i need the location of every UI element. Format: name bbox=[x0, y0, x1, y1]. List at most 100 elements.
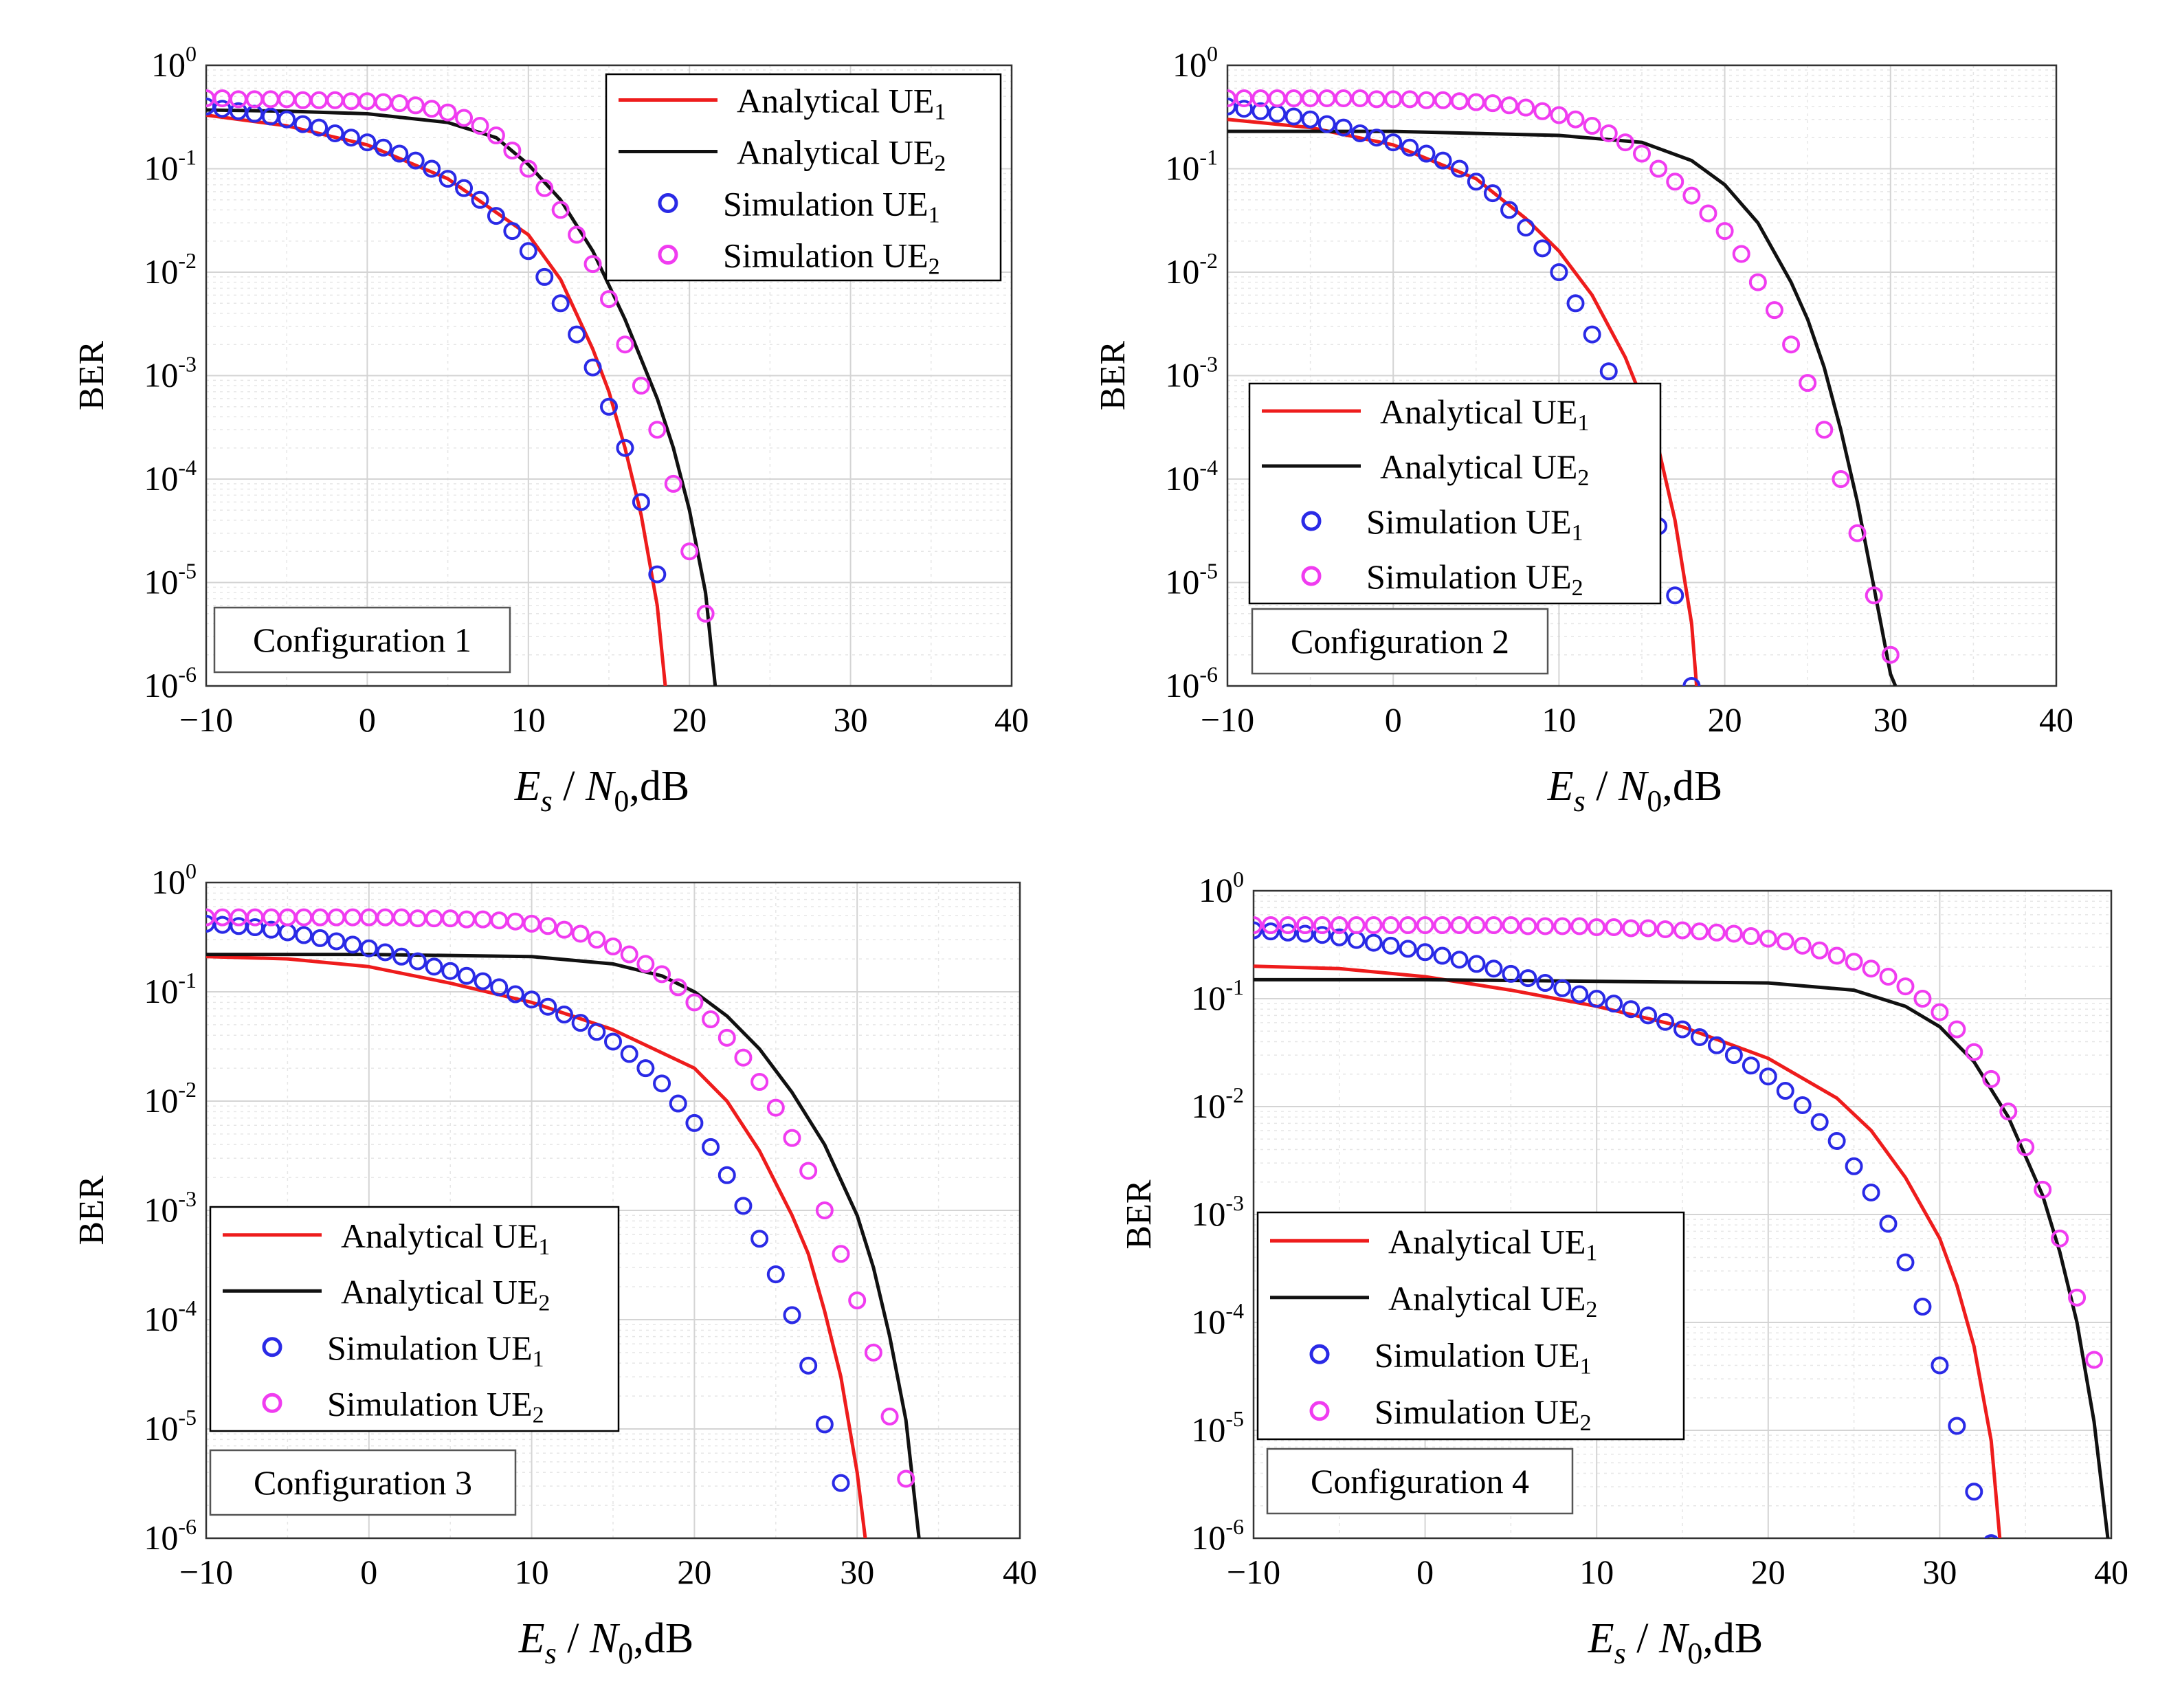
simulation-ue1-point bbox=[1434, 151, 1452, 170]
simulation-ue1-point bbox=[1690, 1028, 1709, 1046]
simulation-ue2-point bbox=[718, 1028, 736, 1047]
simulation-ue2-point bbox=[1827, 946, 1846, 965]
simulation-ue2-point bbox=[1350, 89, 1369, 107]
x-axis-label: Es / N0,dB bbox=[514, 763, 689, 818]
simulation-ue1-point bbox=[293, 115, 312, 133]
simulation-ue1-point bbox=[1983, 1534, 1999, 1538]
y-tick-label: 10-4 bbox=[1191, 1298, 1244, 1341]
simulation-ue1-point bbox=[1588, 990, 1606, 1008]
simulation-ue1-point bbox=[1416, 943, 1434, 962]
y-tick-label: 100 bbox=[151, 858, 197, 901]
y-tick-label: 10-1 bbox=[1191, 975, 1244, 1017]
simulation-ue2-point bbox=[1517, 98, 1535, 117]
legend-item-simulation-ue2: Simulation UE2 bbox=[262, 1384, 544, 1428]
legend-box bbox=[209, 1206, 620, 1432]
simulation-ue2-point bbox=[1450, 916, 1469, 935]
simulation-ue1-point bbox=[1879, 1215, 1898, 1233]
analytical-ue1-line bbox=[206, 113, 667, 686]
y-tick-label: 10-1 bbox=[1165, 145, 1218, 188]
simulation-ue1-point bbox=[1368, 129, 1386, 147]
x-tick-label: 20 bbox=[672, 700, 707, 739]
simulation-ue1-point bbox=[1433, 946, 1451, 965]
simulation-ue2-point bbox=[1334, 89, 1353, 107]
y-tick-label: 10-1 bbox=[144, 968, 197, 1010]
y-tick-label: 10-1 bbox=[144, 145, 197, 188]
analytical-ue1-legend-label: Analytical UE1 bbox=[1388, 1222, 1597, 1265]
simulation-ue2-point bbox=[1776, 932, 1794, 951]
configuration-label: Configuration 1 bbox=[253, 621, 471, 659]
simulation-ue1-point bbox=[1350, 124, 1369, 142]
x-tick-label: 40 bbox=[994, 700, 1029, 739]
simulation-ue2-point bbox=[1227, 89, 1236, 107]
simulation-ue2-point bbox=[1673, 921, 1691, 940]
simulation-ue2-point bbox=[2068, 1288, 2087, 1307]
simulation-ue1-point bbox=[583, 358, 602, 377]
simulation-ue1-point bbox=[1284, 107, 1303, 126]
y-axis-label: BER bbox=[1120, 1179, 1159, 1249]
simulation-ue2-point bbox=[1881, 645, 1900, 664]
simulation-ue2-point bbox=[1765, 301, 1783, 320]
simulation-ue1-point bbox=[539, 997, 557, 1016]
simulation-ue1-point bbox=[390, 144, 409, 163]
simulation-ue2-point bbox=[1810, 941, 1829, 960]
simulation-ue2-point bbox=[1605, 918, 1623, 936]
simulation-ue1-point bbox=[1334, 118, 1353, 137]
simulation-ue2-point bbox=[1434, 91, 1452, 109]
x-tick-label: 30 bbox=[1922, 1553, 1957, 1591]
simulation-ue2-point bbox=[680, 542, 699, 561]
simulation-ue1-point bbox=[376, 943, 394, 962]
legend: Analytical UE1 Analytical UE2 Simulation U… bbox=[209, 1206, 620, 1432]
legend-item-simulation-ue2: Simulation UE2 bbox=[658, 236, 940, 280]
simulation-ue1-point bbox=[519, 242, 537, 260]
simulation-ue2-legend-label: Simulation UE2 bbox=[723, 236, 940, 280]
simulation-ue1-point bbox=[1384, 133, 1403, 152]
simulation-ue2-point bbox=[1536, 917, 1555, 935]
simulation-ue1-point bbox=[1913, 1298, 1932, 1316]
simulation-ue2-point bbox=[1364, 916, 1383, 935]
x-tick-label: 0 bbox=[360, 1553, 377, 1591]
simulation-ue1-point bbox=[344, 935, 362, 954]
x-tick-label: 40 bbox=[2094, 1553, 2128, 1591]
legend-item-analytical-ue2: Analytical UE2 bbox=[619, 133, 946, 177]
x-tick-label: 10 bbox=[1542, 700, 1576, 739]
x-tick-label: 10 bbox=[1579, 1553, 1614, 1591]
x-tick-label: −10 bbox=[1227, 1553, 1280, 1591]
simulation-ue2-point bbox=[455, 109, 474, 127]
simulation-ue2-point bbox=[2034, 1180, 2052, 1199]
simulation-ue2-point bbox=[636, 955, 655, 973]
simulation-ue1-point bbox=[718, 1166, 736, 1184]
x-tick-label: 10 bbox=[515, 1553, 549, 1591]
simulation-ue2-point bbox=[522, 914, 541, 933]
simulation-ue2-point bbox=[604, 938, 622, 956]
simulation-ue2-point bbox=[1450, 92, 1469, 111]
simulation-ue1-point bbox=[1965, 1483, 1983, 1501]
simulation-ue2-point bbox=[750, 1073, 769, 1091]
simulation-ue1-point bbox=[1278, 923, 1297, 942]
simulation-ue1-point bbox=[374, 138, 392, 157]
simulation-ue1-legend-label: Simulation UE1 bbox=[327, 1329, 544, 1372]
x-tick-label: −10 bbox=[179, 1553, 233, 1591]
simulation-ue1-point bbox=[1364, 933, 1383, 952]
configuration-label: Configuration 2 bbox=[1291, 622, 1509, 661]
simulation-ue2-point bbox=[1690, 922, 1709, 941]
simulation-ue1-point bbox=[438, 170, 457, 188]
analytical-ue1-legend-label: Analytical UE1 bbox=[1380, 392, 1589, 436]
simulation-ue2-point bbox=[815, 1201, 834, 1219]
simulation-ue2-point bbox=[897, 1469, 915, 1488]
simulation-ue1-point bbox=[1742, 1056, 1760, 1075]
simulation-ue2-point bbox=[1284, 89, 1303, 107]
simulation-ue1-point bbox=[1550, 263, 1568, 281]
simulation-ue1-point bbox=[1673, 1020, 1691, 1039]
simulation-ue1-point bbox=[734, 1197, 753, 1215]
y-tick-label: 10-5 bbox=[1165, 559, 1218, 601]
y-tick-label: 10-6 bbox=[144, 662, 197, 705]
simulation-ue2-point bbox=[1982, 1069, 2001, 1088]
simulation-ue2-point bbox=[1633, 144, 1651, 163]
simulation-ue1-point bbox=[522, 990, 541, 1009]
simulation-ue1-point bbox=[487, 207, 505, 225]
analytical-ue2-legend-label: Analytical UE2 bbox=[341, 1272, 550, 1316]
simulation-ue1-point bbox=[600, 397, 618, 416]
simulation-ue2-point bbox=[1965, 1043, 1983, 1061]
simulation-ue1-point bbox=[342, 129, 360, 147]
simulation-ue1-point bbox=[1301, 110, 1320, 129]
